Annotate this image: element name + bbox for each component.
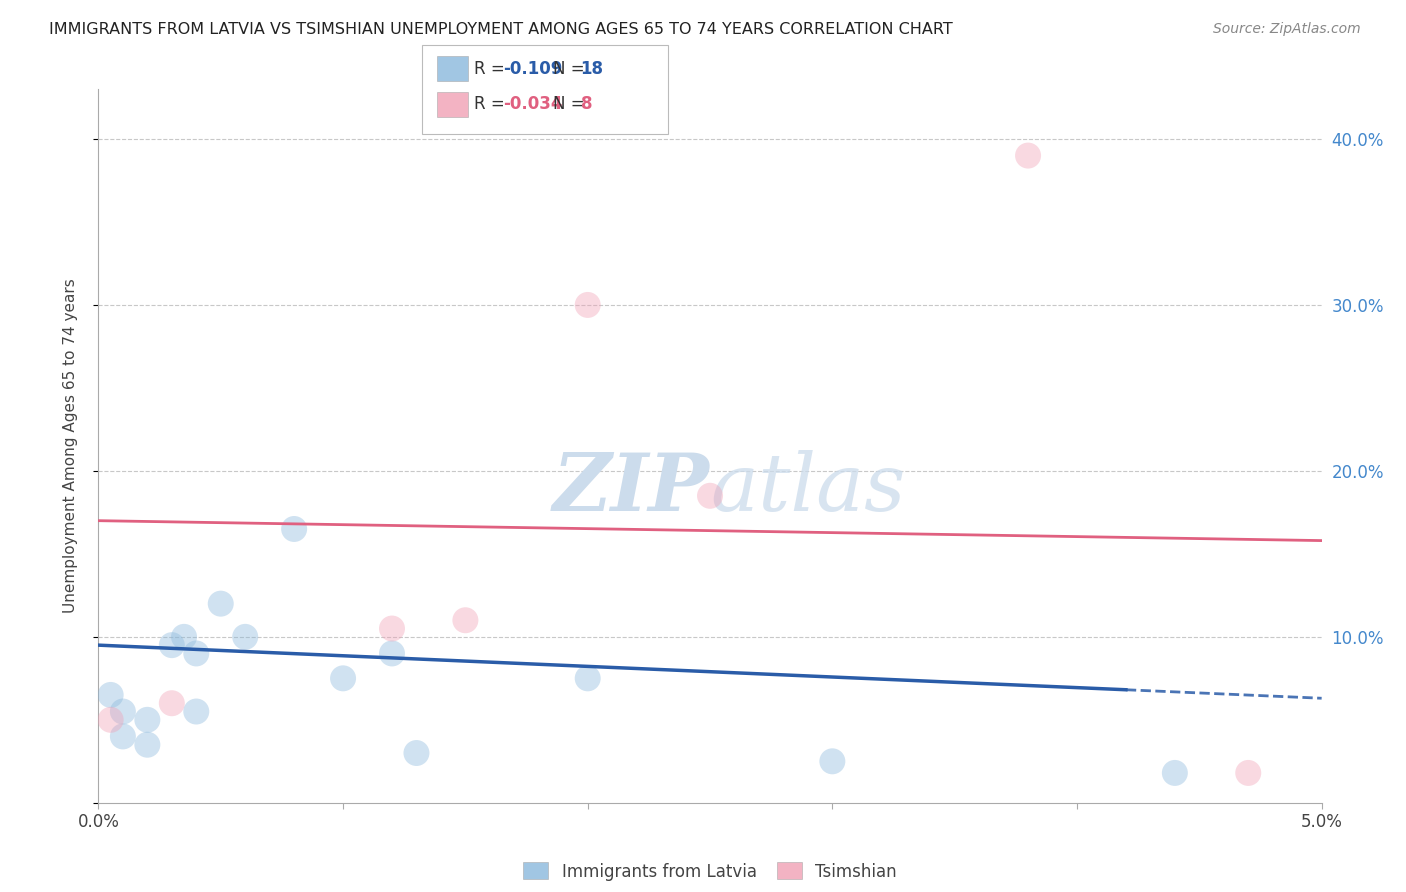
Point	[454, 613, 477, 627]
Point	[186, 647, 208, 661]
Legend: Immigrants from Latvia, Tsimshian: Immigrants from Latvia, Tsimshian	[517, 855, 903, 888]
Text: N =: N =	[553, 95, 589, 113]
Text: ZIP: ZIP	[553, 450, 710, 527]
Point	[283, 522, 305, 536]
Point	[1017, 148, 1039, 162]
Text: R =: R =	[474, 60, 510, 78]
Text: 18: 18	[581, 60, 603, 78]
Point	[1237, 766, 1260, 780]
Text: N =: N =	[553, 60, 589, 78]
Text: -0.034: -0.034	[503, 95, 562, 113]
Text: atlas: atlas	[710, 450, 905, 527]
Point	[381, 622, 404, 636]
Point	[821, 754, 844, 768]
Text: -0.109: -0.109	[503, 60, 562, 78]
Point	[209, 597, 232, 611]
Point	[136, 713, 159, 727]
Point	[405, 746, 427, 760]
Text: 8: 8	[581, 95, 592, 113]
Point	[381, 647, 404, 661]
Point	[576, 671, 599, 685]
Point	[1164, 766, 1187, 780]
Point	[136, 738, 159, 752]
Point	[111, 705, 134, 719]
Point	[111, 730, 134, 744]
Text: Source: ZipAtlas.com: Source: ZipAtlas.com	[1213, 22, 1361, 37]
Point	[160, 696, 183, 710]
Point	[576, 298, 599, 312]
Point	[186, 705, 208, 719]
Y-axis label: Unemployment Among Ages 65 to 74 years: Unemployment Among Ages 65 to 74 years	[63, 278, 77, 614]
Point	[233, 630, 256, 644]
Point	[699, 489, 721, 503]
Text: R =: R =	[474, 95, 510, 113]
Text: IMMIGRANTS FROM LATVIA VS TSIMSHIAN UNEMPLOYMENT AMONG AGES 65 TO 74 YEARS CORRE: IMMIGRANTS FROM LATVIA VS TSIMSHIAN UNEM…	[49, 22, 953, 37]
Point	[100, 688, 122, 702]
Point	[100, 713, 122, 727]
Point	[173, 630, 195, 644]
Point	[160, 638, 183, 652]
Point	[332, 671, 354, 685]
